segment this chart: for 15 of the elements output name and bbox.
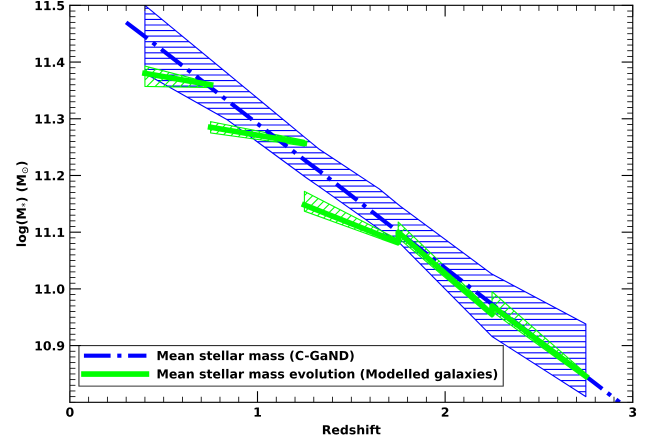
legend-label: Mean stellar mass evolution (Modelled galaxies) xyxy=(158,368,498,382)
y-tick-label: 11.1 xyxy=(36,228,64,237)
y-tick-label: 11.2 xyxy=(36,170,64,180)
x-axis-title: Redshift xyxy=(322,424,381,434)
y-axis-title: log(M$_{*}$) (M$_{⊙}$) xyxy=(16,162,29,246)
x-tick-label: 1 xyxy=(254,408,261,417)
x-tick-label: 0 xyxy=(66,407,74,417)
x-tick-label: 3 xyxy=(629,407,636,417)
x-tick-label: 2 xyxy=(442,407,448,417)
legend-label: Mean stellar mass (C-GaND) xyxy=(158,350,354,362)
y-tick-label: 11.5 xyxy=(36,1,64,10)
y-tick-label: 11.3 xyxy=(36,114,64,124)
y-tick-label: 11.4 xyxy=(36,58,64,67)
y-tick-label: 11.0 xyxy=(36,284,64,294)
y-tick-label: 10.9 xyxy=(36,341,64,351)
